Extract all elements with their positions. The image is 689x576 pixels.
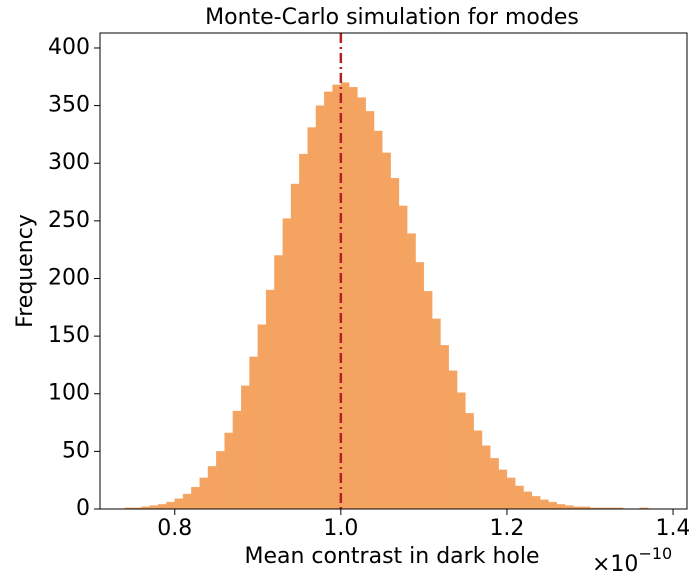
bar <box>290 183 300 510</box>
bar <box>182 493 192 510</box>
bar <box>299 153 308 510</box>
y-tick-label: 50 <box>62 438 90 463</box>
bar <box>157 504 167 510</box>
plot-frame <box>99 32 688 510</box>
bar <box>465 413 474 510</box>
bar <box>423 291 433 510</box>
bar <box>415 262 425 510</box>
bar <box>432 318 441 510</box>
bar <box>506 477 516 510</box>
bar <box>523 491 533 510</box>
bar <box>490 458 499 510</box>
bar <box>540 499 549 510</box>
y-tick-label: 350 <box>48 93 90 118</box>
bar <box>398 205 408 510</box>
bar <box>307 127 317 510</box>
bar <box>407 233 416 510</box>
x-tick-label: 1.0 <box>323 516 358 541</box>
y-tick-label: 150 <box>48 323 90 348</box>
x-tick-label: 1.2 <box>489 516 524 541</box>
x-tick-label: 0.8 <box>157 516 192 541</box>
bar <box>498 469 508 510</box>
bar <box>265 289 275 510</box>
bar <box>448 370 458 510</box>
bar <box>390 178 400 510</box>
bar <box>473 430 483 510</box>
y-tick-label: 300 <box>48 150 90 175</box>
bar <box>166 501 175 510</box>
bar <box>456 392 466 510</box>
y-tick-label: 400 <box>48 35 90 60</box>
y-tick-label: 200 <box>48 265 90 290</box>
bar <box>382 152 391 510</box>
bar <box>357 97 366 510</box>
bar <box>174 498 184 510</box>
y-tick-label: 250 <box>48 208 90 233</box>
bar <box>481 445 491 510</box>
bar <box>548 501 557 510</box>
bar <box>564 505 574 510</box>
bar <box>440 345 449 510</box>
bar <box>149 505 159 510</box>
x-axis-label: Mean contrast in dark hole <box>245 544 540 569</box>
offset-base: ×10 <box>592 552 638 576</box>
bar <box>232 410 242 510</box>
bar <box>241 385 250 510</box>
x-tick-label: 1.4 <box>656 516 689 541</box>
bar <box>556 504 566 510</box>
bar <box>257 324 267 510</box>
bar <box>191 486 200 510</box>
bar <box>324 91 333 510</box>
y-axis-label: Frequency <box>13 214 38 328</box>
chart-title: Monte-Carlo simulation for modes <box>205 5 579 30</box>
bar <box>274 255 283 510</box>
bar <box>349 87 358 510</box>
bar <box>365 111 375 510</box>
bar <box>216 451 225 510</box>
offset-exponent: −10 <box>638 544 672 563</box>
bar <box>207 466 217 510</box>
bar <box>249 356 258 510</box>
bar <box>373 130 383 510</box>
bar <box>531 496 541 510</box>
y-tick-label: 100 <box>48 381 90 406</box>
bar <box>282 218 292 510</box>
x-offset-label: ×10−10 <box>592 544 672 576</box>
y-tick-label: 0 <box>76 496 90 521</box>
bar <box>515 485 524 510</box>
bar <box>315 105 325 510</box>
bar <box>224 432 234 510</box>
bar <box>199 477 209 510</box>
